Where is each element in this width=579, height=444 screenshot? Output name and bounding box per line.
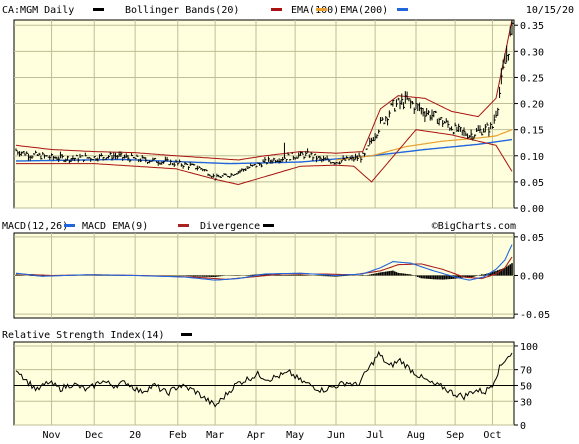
- legend-swatch-bollinger: [271, 8, 282, 11]
- legend-swatch-divergence: [263, 224, 274, 227]
- y-tick-label: 0.00: [520, 272, 544, 283]
- legend-divergence: Divergence: [200, 221, 260, 232]
- y-tick-label: 0.30: [520, 47, 544, 58]
- legend-ema100: EMA(100): [291, 5, 339, 16]
- y-tick-label: 0.05: [520, 233, 544, 244]
- y-tick-label: 70: [520, 366, 532, 377]
- x-tick-label: Aug: [407, 430, 425, 441]
- macd-y-ticks: 0.05 0.00 -0.05: [514, 233, 550, 321]
- x-tick-label: Mar: [206, 430, 224, 441]
- macd-lines: [15, 244, 513, 281]
- price-title: CA:MGM Daily: [2, 5, 74, 16]
- date-label: 10/15/20: [526, 5, 574, 16]
- rsi-y-ticks: 100 70 50 30 0: [514, 342, 538, 432]
- x-tick-label: Nov: [43, 430, 61, 441]
- x-tick-label: Apr: [247, 430, 265, 441]
- legend-macd-ema: MACD EMA(9): [82, 221, 148, 232]
- y-tick-label: 0.25: [520, 73, 544, 84]
- legend-ema200: EMA(200): [340, 5, 388, 16]
- bollinger-lower-line: [16, 129, 513, 186]
- x-axis-months: Nov Dec 20 Feb Mar Apr May Jun Jul Aug Sep Oct: [43, 430, 502, 441]
- macd-title: MACD(12,26): [2, 221, 68, 232]
- macd-line: [15, 244, 513, 281]
- y-tick-label: 100: [520, 342, 538, 353]
- legend-swatch-ema100: [316, 8, 327, 11]
- x-tick-label: Jun: [327, 430, 345, 441]
- rsi-lines: [14, 350, 514, 408]
- y-tick-label: -0.05: [520, 310, 550, 321]
- ema100-line: [335, 129, 513, 161]
- y-tick-label: 0.20: [520, 100, 544, 111]
- y-tick-label: 30: [520, 397, 532, 408]
- legend-swatch-macd: [64, 224, 75, 227]
- rsi-title: Relative Strength Index(14): [2, 330, 165, 341]
- rsi-line: [15, 350, 513, 408]
- x-tick-label: Jul: [366, 430, 384, 441]
- legend-swatch-macd-ema: [178, 224, 189, 227]
- x-tick-label: 20: [129, 430, 141, 441]
- y-tick-label: 0: [520, 421, 526, 432]
- rsi-panel: [13, 341, 515, 426]
- x-tick-label: Dec: [85, 430, 103, 441]
- y-tick-label: 0.00: [520, 204, 544, 215]
- y-tick-label: 0.10: [520, 152, 544, 163]
- y-tick-label: 50: [520, 381, 532, 392]
- legend-swatch-rsi: [181, 333, 192, 336]
- bollinger-upper-line: [15, 19, 513, 161]
- y-tick-label: 0.05: [520, 178, 544, 189]
- legend-swatch-price: [93, 8, 104, 11]
- x-tick-label: Feb: [169, 430, 187, 441]
- x-tick-label: May: [286, 430, 304, 441]
- price-panel: [13, 19, 515, 209]
- bigcharts-watermark: ©BigCharts.com: [432, 221, 516, 232]
- legend-bollinger: Bollinger Bands(20): [125, 5, 239, 16]
- y-tick-label: 0.15: [520, 126, 544, 137]
- y-tick-label: 0.35: [520, 21, 544, 32]
- legend-swatch-ema200: [397, 8, 408, 11]
- x-tick-label: Sep: [446, 430, 464, 441]
- x-tick-label: Oct: [483, 430, 501, 441]
- price-y-ticks: 0.35 0.30 0.25 0.20 0.15 0.10 0.05 0.00: [514, 21, 544, 215]
- gridlines: [14, 20, 514, 426]
- price-overlays: [15, 19, 514, 186]
